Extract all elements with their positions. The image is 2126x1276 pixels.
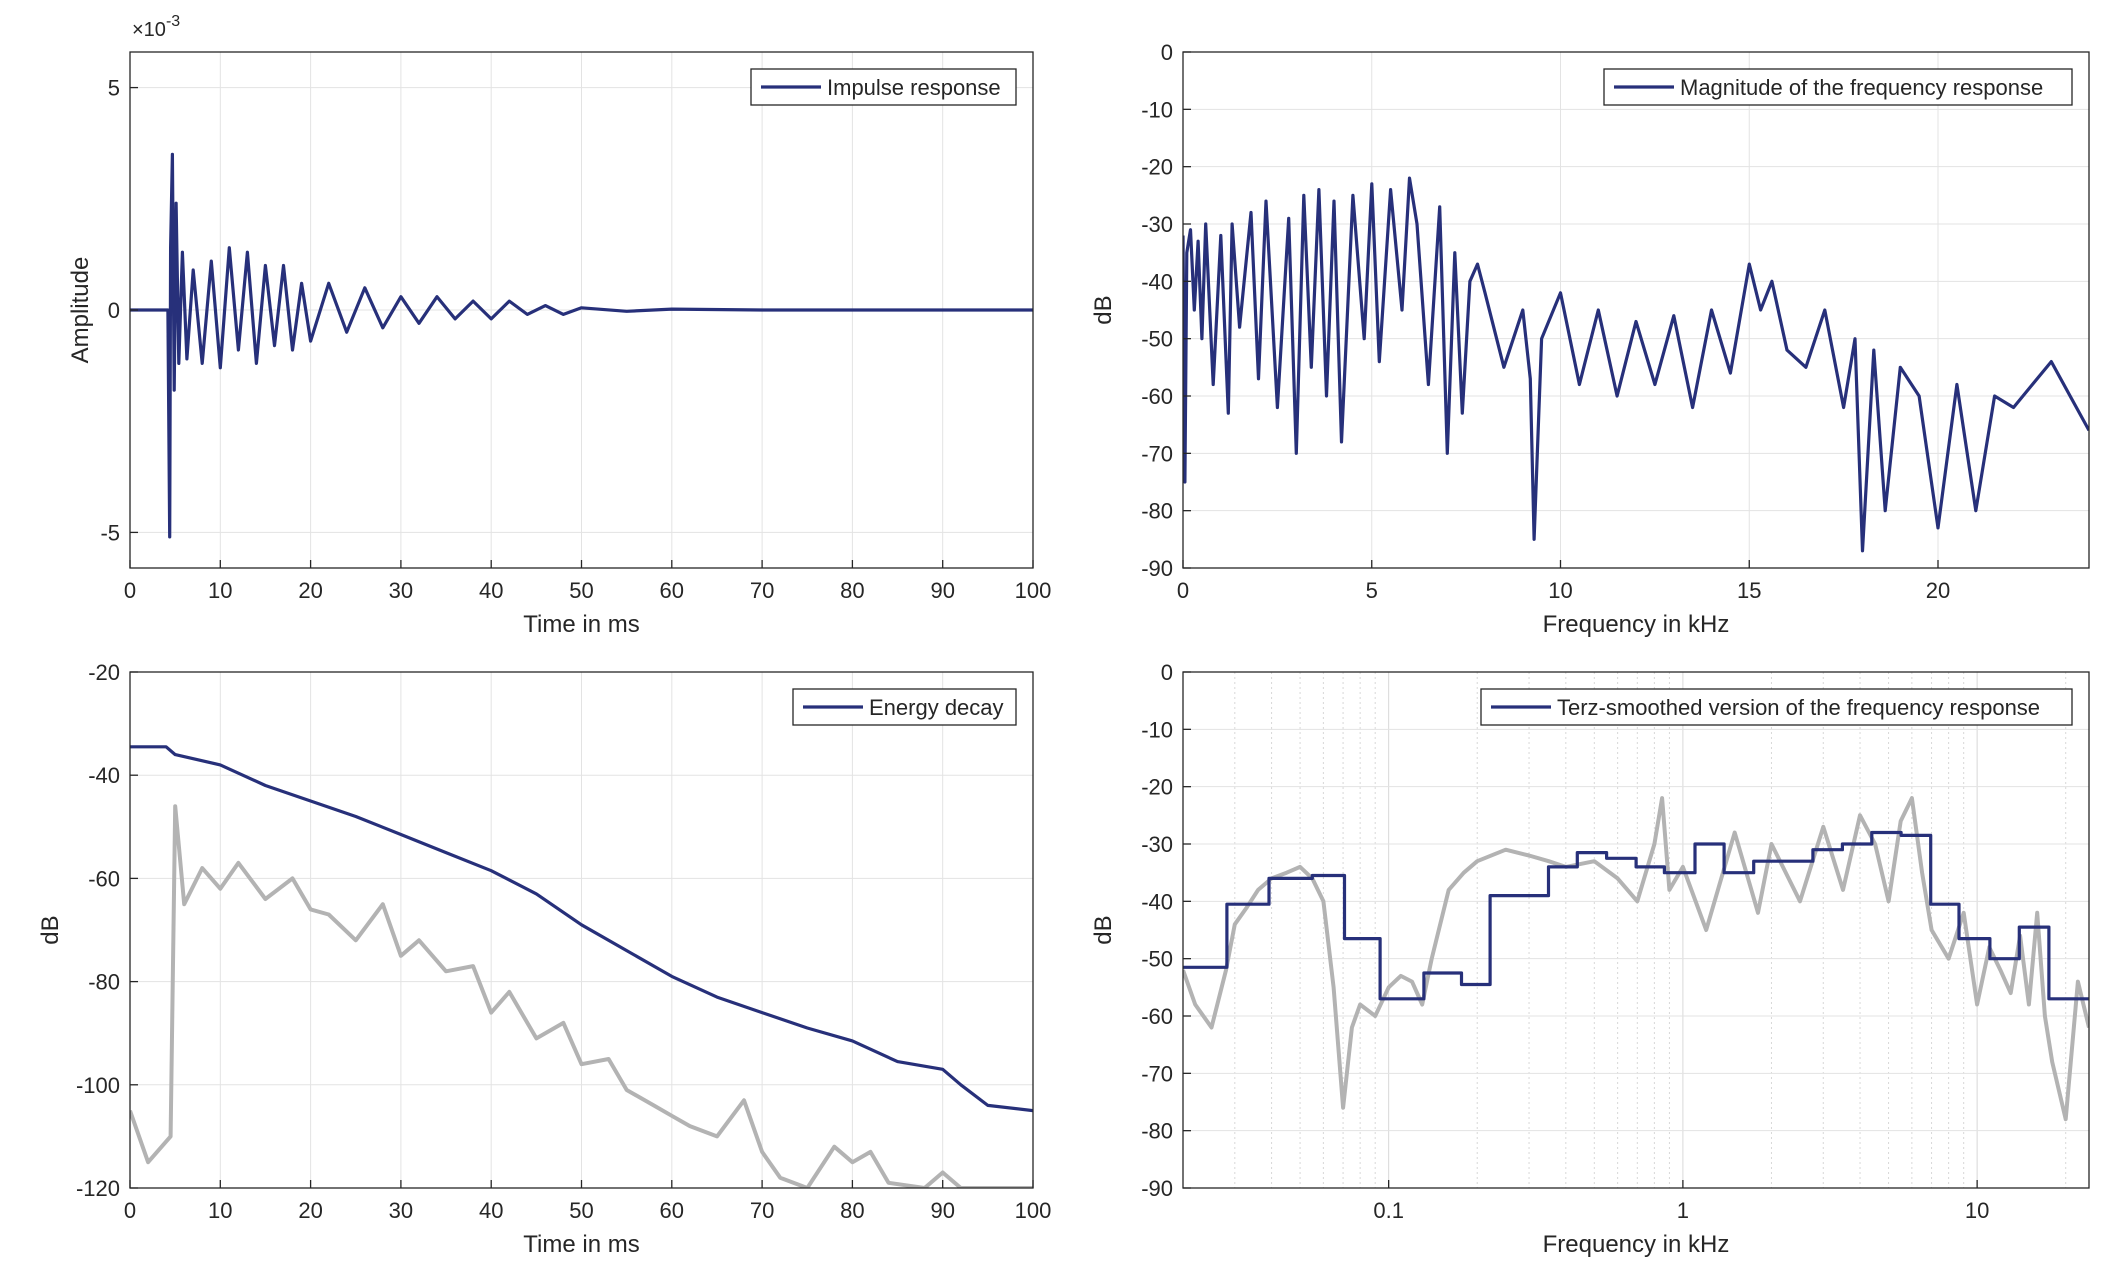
y-tick-label: 0 — [108, 298, 120, 323]
x-tick-label: 5 — [1366, 578, 1378, 603]
axes-box — [1182, 671, 2090, 1189]
x-tick-label: 100 — [1015, 578, 1052, 603]
y-tick-label: -20 — [88, 660, 120, 685]
series-group — [1183, 796, 2089, 1122]
y-tick-label: -90 — [1141, 556, 1173, 581]
y-tick-label: -30 — [1141, 832, 1173, 857]
x-tick-label: 60 — [660, 578, 684, 603]
plot-area — [1183, 52, 2089, 568]
x-tick-label: 20 — [298, 1198, 322, 1223]
y-tick-label: -60 — [1141, 1004, 1173, 1029]
y-tick-label: -80 — [88, 970, 120, 995]
legend-label: Magnitude of the frequency response — [1680, 75, 2043, 100]
y-tick-label: -60 — [1141, 384, 1173, 409]
legend: Energy decay — [792, 688, 1017, 726]
series-line-main — [1183, 830, 2089, 1001]
y-axis-label: dB — [1090, 295, 1117, 324]
x-tick-label: 60 — [660, 1198, 684, 1223]
x-tick-label: 40 — [479, 578, 503, 603]
y-tick-label: -5 — [100, 520, 120, 545]
x-axis-label: Time in ms — [523, 611, 639, 638]
x-tick-label: 1 — [1677, 1198, 1689, 1223]
x-tick-label: 30 — [389, 578, 413, 603]
y-tick-label: -100 — [76, 1073, 120, 1098]
y-tick-label: -40 — [88, 763, 120, 788]
x-axis-label: Time in ms — [523, 1231, 639, 1258]
y-axis-label: dB — [37, 915, 64, 944]
x-tick-label: 0 — [124, 1198, 136, 1223]
y-tick-label: -40 — [1141, 269, 1173, 294]
x-tick-label: 30 — [389, 1198, 413, 1223]
x-tick-label: 15 — [1737, 578, 1761, 603]
plot-area — [1183, 672, 2089, 1188]
x-tick-label: 50 — [569, 578, 593, 603]
chart-terz: 0.1 1 10 0 -10 -20 -30 -40 -50 -60 -70 -80 -90 Freque… — [1090, 660, 2090, 1258]
y-tick-label: -40 — [1141, 889, 1173, 914]
chart-impulse: 0 10 20 30 40 50 60 70 80 90 100 -5 0 5 ×10-3 Time in m… — [67, 13, 1051, 638]
y-tick-label: -70 — [1141, 441, 1173, 466]
x-tick-label: 90 — [930, 1198, 954, 1223]
y-tick-label: -80 — [1141, 1119, 1173, 1144]
x-tick-label: 20 — [298, 578, 322, 603]
y-tick-label: 0 — [1161, 40, 1173, 65]
y-tick-label: -80 — [1141, 499, 1173, 524]
legend-box — [1603, 68, 2073, 106]
x-tick-label: 80 — [840, 1198, 864, 1223]
x-tick-label: 20 — [1926, 578, 1950, 603]
y-tick-label: -30 — [1141, 212, 1173, 237]
x-tick-label: 10 — [208, 1198, 232, 1223]
y-tick-label: -90 — [1141, 1176, 1173, 1201]
y-tick-label: -120 — [76, 1176, 120, 1201]
series-group — [130, 152, 1033, 539]
y-tick-label: -10 — [1141, 717, 1173, 742]
x-tick-label: 10 — [1965, 1198, 1989, 1223]
legend: Magnitude of the frequency response — [1603, 68, 2073, 106]
y-exponent-base: ×10 — [132, 19, 166, 41]
y-tick-label: -70 — [1141, 1061, 1173, 1086]
x-tick-label: 100 — [1015, 1198, 1052, 1223]
y-tick-label: -20 — [1141, 155, 1173, 180]
legend: Impulse response — [750, 68, 1017, 106]
legend-box — [1480, 688, 2073, 726]
y-tick-label: 5 — [108, 76, 120, 101]
x-tick-label: 10 — [1548, 578, 1572, 603]
y-tick-label: -50 — [1141, 327, 1173, 352]
x-tick-label: 50 — [569, 1198, 593, 1223]
legend-label: Energy decay — [869, 695, 1004, 720]
y-tick-label: -50 — [1141, 947, 1173, 972]
y-exponent-label: ×10-3 — [132, 13, 180, 41]
axes-box — [1182, 51, 2090, 569]
y-axis-label: Amplitude — [67, 257, 94, 364]
series-line-main — [130, 745, 1033, 1113]
series-line-background — [130, 804, 1033, 1188]
y-tick-label: -10 — [1141, 97, 1173, 122]
y-exponent-power: -3 — [166, 13, 180, 30]
x-tick-label: 90 — [930, 578, 954, 603]
series-group — [1183, 176, 2089, 553]
legend-label: Impulse response — [827, 75, 1001, 100]
x-tick-label: 40 — [479, 1198, 503, 1223]
y-tick-label: -20 — [1141, 775, 1173, 800]
x-tick-label: 10 — [208, 578, 232, 603]
x-axis-label: Frequency in kHz — [1543, 1231, 1730, 1258]
x-axis-label: Frequency in kHz — [1543, 611, 1730, 638]
x-tick-label: 70 — [750, 578, 774, 603]
y-axis-label: dB — [1090, 915, 1117, 944]
x-tick-label: 0.1 — [1373, 1198, 1404, 1223]
x-tick-label: 0 — [1177, 578, 1189, 603]
x-tick-label: 70 — [750, 1198, 774, 1223]
x-tick-label: 80 — [840, 578, 864, 603]
legend-label: Terz-smoothed version of the frequency r… — [1557, 695, 2040, 720]
x-tick-label: 0 — [124, 578, 136, 603]
series-line-background — [1183, 796, 2089, 1122]
chart-energy: 0 10 20 30 40 50 60 70 80 90 100 -20 -40 -60 -80 -100 -1… — [37, 660, 1051, 1258]
series-line-main — [130, 152, 1033, 539]
legend: Terz-smoothed version of the frequency r… — [1480, 688, 2073, 726]
series-group — [130, 745, 1033, 1188]
y-tick-label: 0 — [1161, 660, 1173, 685]
chart-magnitude: 0 5 10 15 20 0 -10 -20 -30 -40 -50 -60 -70 -80 -90 Freq… — [1090, 40, 2090, 638]
y-tick-label: -60 — [88, 866, 120, 891]
series-line-main — [1183, 176, 2089, 553]
